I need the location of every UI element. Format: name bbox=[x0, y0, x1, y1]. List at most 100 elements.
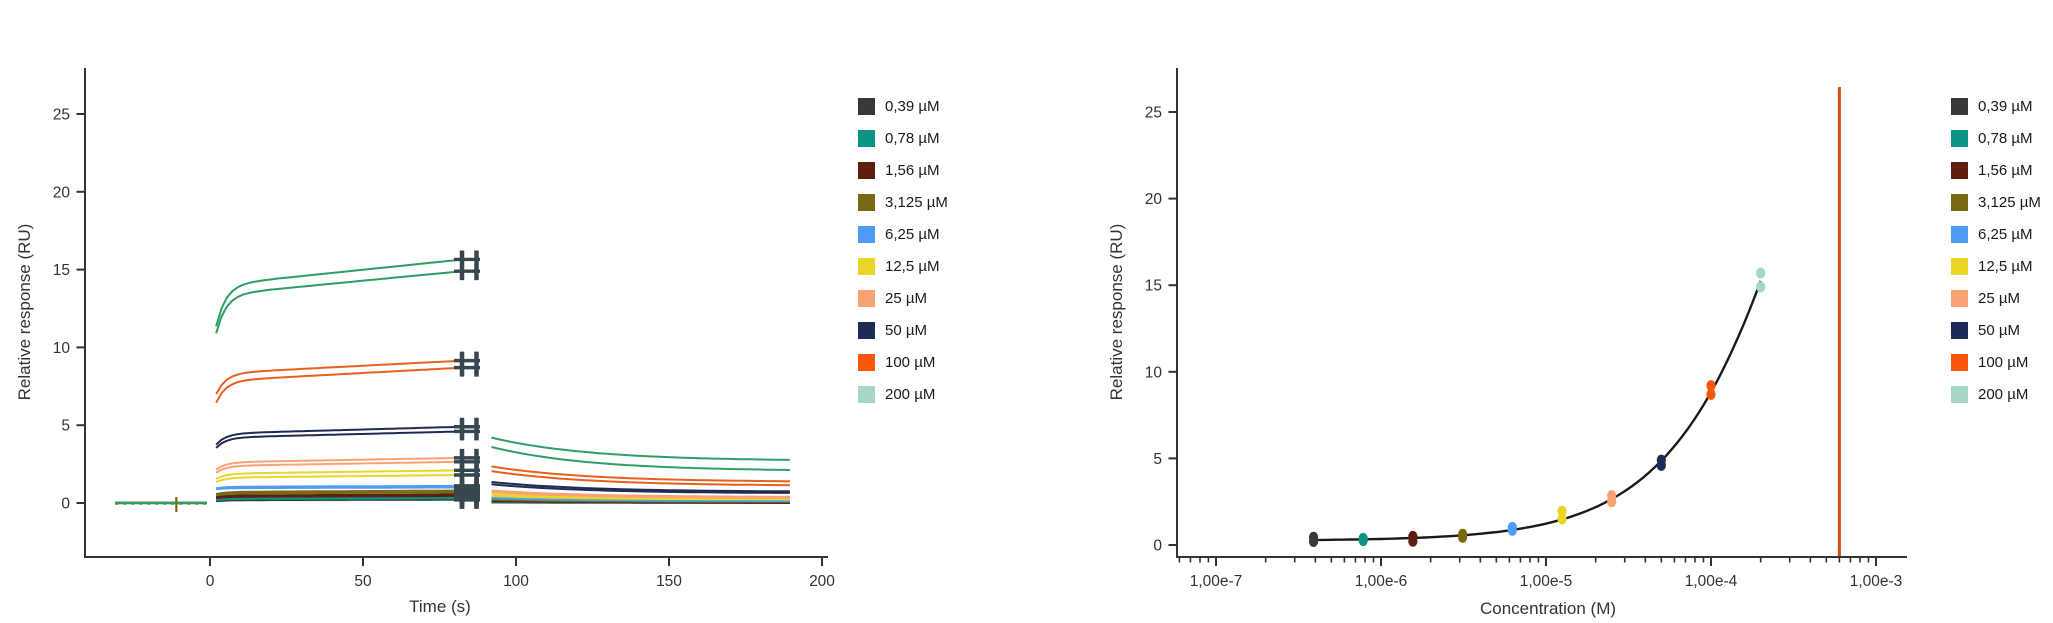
fit-curve bbox=[1313, 280, 1762, 542]
axis-text: 1,00e-6 bbox=[1355, 573, 1408, 590]
sensorgram-curve bbox=[491, 436, 790, 461]
legend-label: 200 µM bbox=[885, 386, 936, 403]
axis-text: Relative response (RU) bbox=[1107, 224, 1126, 401]
sensorgram-plot: 0 5 10 15 20 25 0 50 100 150 200 Time (s) Relative r… bbox=[15, 68, 835, 616]
legend-label: 25 µM bbox=[1978, 290, 2020, 307]
sensorgram-curve bbox=[491, 497, 790, 502]
legend-swatch bbox=[1951, 386, 1968, 403]
axis-text: Time (s) bbox=[409, 597, 471, 616]
axis-text: 0 bbox=[1153, 538, 1162, 555]
legend-swatch bbox=[858, 130, 875, 147]
sensorgram-curve bbox=[215, 460, 463, 474]
data-point bbox=[1557, 513, 1567, 525]
legend-label: 0,78 µM bbox=[885, 130, 940, 147]
legend-item: 3,125 µM bbox=[858, 194, 948, 211]
legend-swatch bbox=[858, 194, 875, 211]
data-point bbox=[1408, 530, 1418, 542]
data-point bbox=[1507, 521, 1517, 533]
data-point bbox=[1706, 380, 1716, 392]
legend-swatch bbox=[1951, 290, 1968, 307]
axis-text: Concentration (M) bbox=[1480, 599, 1616, 618]
legend-swatch bbox=[1951, 130, 1968, 147]
legend-swatch bbox=[1951, 162, 1968, 179]
legend-swatch bbox=[858, 322, 875, 339]
legend-item: 3,125 µM bbox=[1951, 194, 2041, 211]
legend-item: 100 µM bbox=[1951, 354, 2041, 371]
legend-swatch bbox=[1951, 354, 1968, 371]
sensorgram-curve bbox=[216, 497, 463, 501]
sensorgram-curve bbox=[491, 465, 790, 483]
legend-label: 0,39 µM bbox=[1978, 98, 2033, 115]
axis-text: 1,00e-7 bbox=[1190, 573, 1243, 590]
legend-label: 100 µM bbox=[885, 354, 936, 371]
legend-label: 50 µM bbox=[1978, 322, 2020, 339]
legend-swatch bbox=[858, 162, 875, 179]
legend-label: 12,5 µM bbox=[885, 258, 940, 275]
legend-label: 6,25 µM bbox=[1978, 226, 2033, 243]
report-point-marker bbox=[454, 448, 480, 471]
sensorgram-curve bbox=[491, 446, 790, 471]
legend-swatch bbox=[858, 258, 875, 275]
legend-swatch bbox=[1951, 322, 1968, 339]
legend-label: 12,5 µM bbox=[1978, 258, 2033, 275]
legend-swatch bbox=[858, 98, 875, 115]
legend-item: 100 µM bbox=[858, 354, 948, 371]
sensorgram-curve bbox=[215, 469, 463, 480]
data-point bbox=[1557, 505, 1567, 517]
legend-swatch bbox=[1951, 258, 1968, 275]
data-point bbox=[1607, 490, 1617, 502]
sensorgram-curve bbox=[215, 489, 463, 495]
legend-label: 1,56 µM bbox=[885, 162, 940, 179]
legend-swatch bbox=[1951, 194, 1968, 211]
legend-label: 25 µM bbox=[885, 290, 927, 307]
axis-text: 25 bbox=[1145, 105, 1162, 122]
sensorgram-curve bbox=[215, 258, 463, 327]
axis-text: 150 bbox=[656, 573, 682, 590]
axis-text: 100 bbox=[503, 573, 529, 590]
sensorgram-curve bbox=[215, 425, 463, 446]
sensorgram-curve bbox=[491, 481, 790, 493]
data-point bbox=[1358, 532, 1368, 544]
legend-swatch bbox=[858, 290, 875, 307]
sensorgram-curve bbox=[215, 484, 463, 490]
axis-text: 15 bbox=[53, 262, 70, 279]
sensorgram-curve bbox=[215, 366, 463, 404]
legend-label: 3,125 µM bbox=[1978, 194, 2041, 211]
legend-item: 25 µM bbox=[858, 290, 948, 307]
axis-text: 10 bbox=[1145, 364, 1163, 381]
legend-label: 1,56 µM bbox=[1978, 162, 2033, 179]
legend-item: 1,56 µM bbox=[858, 162, 948, 179]
affinity-legend: 0,39 µM 0,78 µM 1,56 µM 3,125 µM 6,25 µM 12,5… bbox=[1951, 98, 2041, 403]
legend-item: 25 µM bbox=[1951, 290, 2041, 307]
sensorgram-curve bbox=[215, 430, 463, 449]
data-point bbox=[1706, 388, 1716, 400]
axis-text: 1,00e-4 bbox=[1685, 573, 1738, 590]
data-point bbox=[1656, 454, 1666, 466]
data-point bbox=[1458, 528, 1468, 540]
legend-item: 6,25 µM bbox=[858, 226, 948, 243]
axis-text: 20 bbox=[1145, 191, 1163, 208]
legend-item: 0,39 µM bbox=[1951, 98, 2041, 115]
legend-item: 6,25 µM bbox=[1951, 226, 2041, 243]
legend-label: 100 µM bbox=[1978, 354, 2029, 371]
sensorgram-curve bbox=[215, 270, 463, 334]
axis-text: 15 bbox=[1145, 278, 1162, 295]
axis-text: 25 bbox=[53, 107, 70, 124]
sensorgram-curve bbox=[216, 486, 463, 491]
sensorgram-curve bbox=[215, 456, 463, 471]
legend-item: 50 µM bbox=[858, 322, 948, 339]
legend-swatch bbox=[858, 226, 875, 243]
legend-label: 3,125 µM bbox=[885, 194, 948, 211]
legend-item: 200 µM bbox=[1951, 386, 2041, 403]
sensorgram-curve bbox=[215, 491, 463, 497]
axis-text: 20 bbox=[53, 184, 71, 201]
axis-text: 5 bbox=[1153, 451, 1162, 468]
sensorgram-curve bbox=[215, 474, 463, 483]
axis-text: 200 bbox=[809, 573, 835, 590]
sensorgram-curve bbox=[216, 495, 463, 499]
sensorgram-curve bbox=[491, 491, 790, 499]
data-point bbox=[1308, 531, 1319, 543]
axis-text: 0 bbox=[61, 496, 70, 513]
